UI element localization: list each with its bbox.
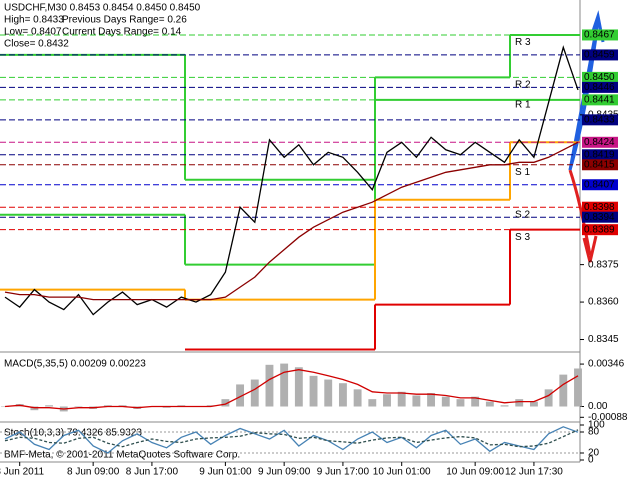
level-box (582, 136, 618, 148)
level-box (582, 81, 618, 93)
series-line (4, 141, 579, 301)
level-box (582, 94, 618, 106)
macd-bar (485, 401, 494, 407)
macd-bar (427, 393, 436, 407)
pivot-label: S 1 (515, 167, 530, 178)
level-label: 0.8433 (584, 114, 615, 125)
level-label: 0.8419 (584, 149, 615, 160)
pivot-label: R 1 (515, 99, 531, 110)
level-label: 0.8446 (584, 82, 615, 93)
x-tick-label: 8 Jun 2011 (0, 467, 45, 478)
macd-bar (515, 399, 524, 407)
macd-bar (574, 368, 582, 407)
macd-bar (500, 405, 509, 407)
level-label: 0.8441 (584, 94, 615, 105)
x-tick-label: 9 Jun 09:00 (258, 467, 311, 478)
series-line (4, 426, 579, 454)
y-tick-label: -0.00088 (588, 412, 628, 423)
macd-bar (1, 406, 9, 408)
arrow-curve (568, 21, 600, 171)
macd-bar (529, 401, 538, 407)
x-tick-label: 10 Jun 09:00 (446, 467, 504, 478)
pivot-label: S 2 (515, 209, 530, 220)
level-label: 0.8467 (584, 30, 615, 41)
level-box (582, 179, 618, 191)
y-tick-label: 100 (588, 420, 605, 431)
macd-bar (280, 363, 289, 407)
macd-bar (441, 396, 450, 407)
level-label: 0.8459 (584, 50, 615, 61)
macd-bar (338, 383, 347, 407)
copyright: BMF-Meta, © 2001-2011 MetaQuotes Softwar… (4, 450, 240, 461)
level-box (582, 114, 618, 126)
macd-bar (324, 379, 333, 407)
macd-bar (544, 389, 553, 407)
level-label: 0.8415 (584, 159, 615, 170)
macd-title: MACD(5,35,5) 0.00209 0.00223 (4, 359, 146, 370)
macd-bar (294, 367, 303, 407)
pivot-label: R 2 (515, 80, 531, 91)
y-tick-label: 0.00 (588, 401, 608, 412)
close-text: Close= 0.8432 (4, 39, 69, 50)
y-tick-label: 0.00346 (588, 359, 625, 370)
y-tick-label: 0.8360 (588, 297, 619, 308)
macd-bar (221, 399, 230, 407)
prev-range: Previous Days Range= 0.26 (62, 15, 187, 26)
level-label: 0.8389 (584, 224, 615, 235)
x-tick-label: 9 Jun 17:00 (317, 467, 370, 478)
level-label: 0.8398 (584, 202, 615, 213)
series-line (4, 429, 579, 448)
level-box (582, 71, 618, 83)
x-tick-label: 10 Jun 01:00 (373, 467, 431, 478)
macd-bar (265, 364, 274, 407)
level-box (582, 201, 618, 213)
macd-bar (236, 384, 245, 407)
pivot-label: R 3 (515, 37, 531, 48)
macd-bar (412, 395, 421, 407)
y-tick-label: 80 (588, 427, 600, 438)
series-line (4, 45, 579, 316)
high-text: High= 0.8433 (4, 15, 64, 26)
y-tick-label: 0 (588, 455, 594, 466)
level-box (582, 211, 618, 223)
arrow-down (568, 169, 598, 263)
x-tick-label: 8 Jun 17:00 (126, 467, 179, 478)
stoch-title: Stoch(10,3,3) 79.4326 85.9323 (4, 428, 142, 439)
level-box (582, 159, 618, 171)
macd-bar (250, 379, 259, 407)
macd-bar (559, 374, 568, 407)
y-tick-label: 20 (588, 448, 600, 459)
level-box (582, 49, 618, 61)
series-line (4, 369, 579, 410)
level-label: 0.8394 (584, 212, 615, 223)
pivot-label: S 3 (515, 232, 530, 243)
level-label: 0.8424 (584, 137, 615, 148)
symbol-header: USDCHF,M30 0.8453 0.8454 0.8450 0.8450 (4, 3, 201, 14)
macd-bar (383, 394, 391, 407)
level-box (582, 149, 618, 161)
macd-bar (368, 399, 377, 407)
level-box (582, 224, 618, 236)
x-tick-label: 9 Jun 01:00 (199, 467, 252, 478)
macd-bar (471, 396, 480, 407)
y-tick-label: 0.8375 (588, 259, 619, 270)
macd-bar (397, 391, 406, 407)
macd-bar (309, 375, 318, 407)
macd-bar (74, 406, 83, 408)
macd-bar (456, 399, 465, 407)
x-tick-label: 8 Jun 09:00 (67, 467, 120, 478)
level-box (582, 29, 618, 41)
macd-bar (353, 389, 362, 407)
level-label: 0.8407 (584, 179, 615, 190)
low-text: Low= 0.8407 (4, 27, 62, 38)
level-label: 0.8450 (584, 72, 615, 83)
y-tick-label: 0.8345 (588, 334, 619, 345)
macd-bar (45, 405, 54, 407)
x-tick-label: 12 Jun 17:30 (505, 467, 563, 478)
cur-range: Current Days Range= 0.14 (62, 27, 182, 38)
